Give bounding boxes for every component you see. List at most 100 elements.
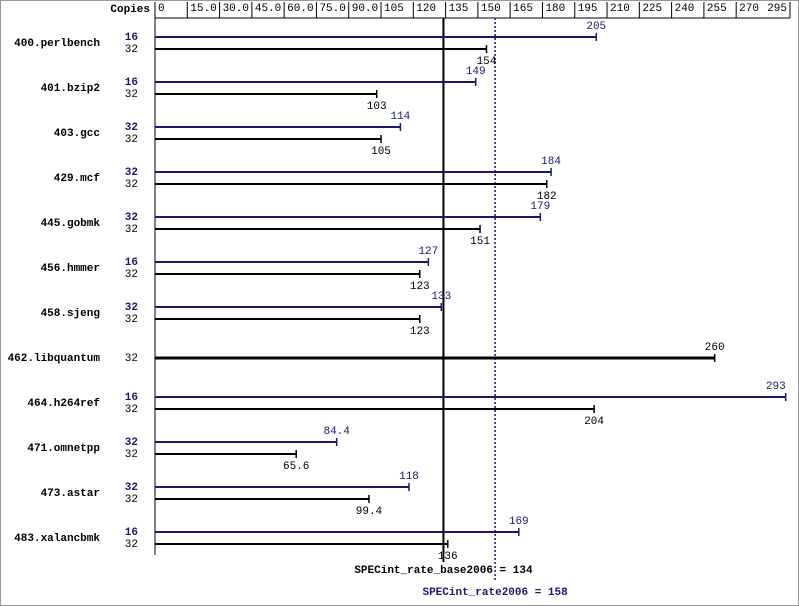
value-label: 105 xyxy=(371,146,391,158)
benchmark-label: 445.gobmk xyxy=(41,218,101,230)
bar xyxy=(155,36,597,38)
value-label: 99.4 xyxy=(356,506,383,518)
benchmark-label: 429.mcf xyxy=(54,173,101,185)
x-tick-label: 120 xyxy=(416,3,436,15)
bar xyxy=(155,453,297,455)
x-tick-label: 30.0 xyxy=(223,3,249,15)
copies-header: Copies xyxy=(110,4,150,16)
value-label: 204 xyxy=(584,416,604,428)
x-tick-label: 135 xyxy=(449,3,469,15)
copies-label: 32 xyxy=(125,539,138,551)
value-label: 103 xyxy=(367,101,387,113)
bar xyxy=(155,396,786,398)
value-label: 293 xyxy=(766,381,786,393)
copies-label: 32 xyxy=(125,224,138,236)
copies-label: 32 xyxy=(125,494,138,506)
bar xyxy=(155,318,420,320)
x-tick-label: 225 xyxy=(642,3,662,15)
x-tick-label: 180 xyxy=(545,3,565,15)
x-tick-label: 60.0 xyxy=(287,3,313,15)
x-tick-label: 15.0 xyxy=(190,3,216,15)
benchmark-label: 458.sjeng xyxy=(41,308,100,320)
reference-label: SPECint_rate2006 = 158 xyxy=(422,587,568,599)
value-label: 123 xyxy=(410,326,430,338)
x-tick-label: 0 xyxy=(158,3,165,15)
bar xyxy=(155,171,552,173)
benchmark-label: 483.xalancbmk xyxy=(14,533,100,545)
value-label: 154 xyxy=(477,56,497,68)
value-label: 184 xyxy=(541,156,561,168)
benchmark-label: 462.libquantum xyxy=(8,353,101,365)
value-label: 179 xyxy=(530,201,550,213)
copies-label: 16 xyxy=(125,32,138,44)
bar xyxy=(155,261,429,263)
bar xyxy=(155,93,377,95)
bar xyxy=(155,441,337,443)
value-label: 133 xyxy=(431,291,451,303)
copies-label: 32 xyxy=(125,404,138,416)
copies-label: 16 xyxy=(125,392,138,404)
benchmark-label: 464.h264ref xyxy=(27,398,100,410)
copies-label: 32 xyxy=(125,212,138,224)
value-label: 123 xyxy=(410,281,430,293)
bar xyxy=(155,408,595,410)
bar xyxy=(155,138,382,140)
bar xyxy=(155,356,715,360)
bar xyxy=(155,48,487,50)
value-label: 118 xyxy=(399,471,419,483)
bar xyxy=(155,486,409,488)
copies-label: 32 xyxy=(125,134,138,146)
benchmark-label: 456.hmmer xyxy=(41,263,100,275)
benchmark-label: 400.perlbench xyxy=(14,38,100,50)
value-label: 84.4 xyxy=(323,426,350,438)
value-label: 151 xyxy=(470,236,490,248)
copies-label: 32 xyxy=(125,167,138,179)
bar xyxy=(155,273,420,275)
x-tick-label: 270 xyxy=(739,3,759,15)
copies-label: 16 xyxy=(125,527,138,539)
copies-label: 32 xyxy=(125,302,138,314)
bar xyxy=(155,216,541,218)
bar xyxy=(155,306,442,308)
x-tick-label: 295 xyxy=(767,3,787,15)
x-tick-label: 255 xyxy=(707,3,727,15)
bar xyxy=(155,228,481,230)
x-tick-label: 210 xyxy=(610,3,630,15)
bar xyxy=(155,543,448,545)
x-tick-label: 165 xyxy=(513,3,533,15)
copies-label: 32 xyxy=(125,482,138,494)
copies-label: 32 xyxy=(125,437,138,449)
x-tick-label: 240 xyxy=(675,3,695,15)
copies-label: 32 xyxy=(125,44,138,56)
x-tick-label: 195 xyxy=(578,3,598,15)
benchmark-label: 403.gcc xyxy=(54,128,100,140)
x-tick-label: 105 xyxy=(384,3,404,15)
value-label: 169 xyxy=(509,516,529,528)
value-label: 136 xyxy=(438,551,458,563)
copies-label: 32 xyxy=(125,122,138,134)
benchmark-label: 401.bzip2 xyxy=(41,83,100,95)
bar xyxy=(155,81,476,83)
copies-label: 32 xyxy=(125,89,138,101)
benchmark-label: 473.astar xyxy=(41,488,100,500)
value-label: 114 xyxy=(390,111,410,123)
bar xyxy=(155,126,401,128)
copies-label: 32 xyxy=(125,314,138,326)
bar xyxy=(155,531,519,533)
value-label: 127 xyxy=(418,246,438,258)
benchmark-label: 471.omnetpp xyxy=(27,443,100,455)
copies-label: 32 xyxy=(125,353,138,365)
value-label: 149 xyxy=(466,66,486,78)
copies-label: 32 xyxy=(125,179,138,191)
copies-label: 16 xyxy=(125,257,138,269)
value-label: 65.6 xyxy=(283,461,309,473)
bar xyxy=(155,183,547,185)
value-label: 205 xyxy=(586,21,606,33)
reference-label: SPECint_rate_base2006 = 134 xyxy=(354,565,533,577)
x-tick-label: 150 xyxy=(481,3,501,15)
value-label: 260 xyxy=(705,342,725,354)
x-tick-label: 90.0 xyxy=(352,3,378,15)
bar xyxy=(155,498,369,500)
